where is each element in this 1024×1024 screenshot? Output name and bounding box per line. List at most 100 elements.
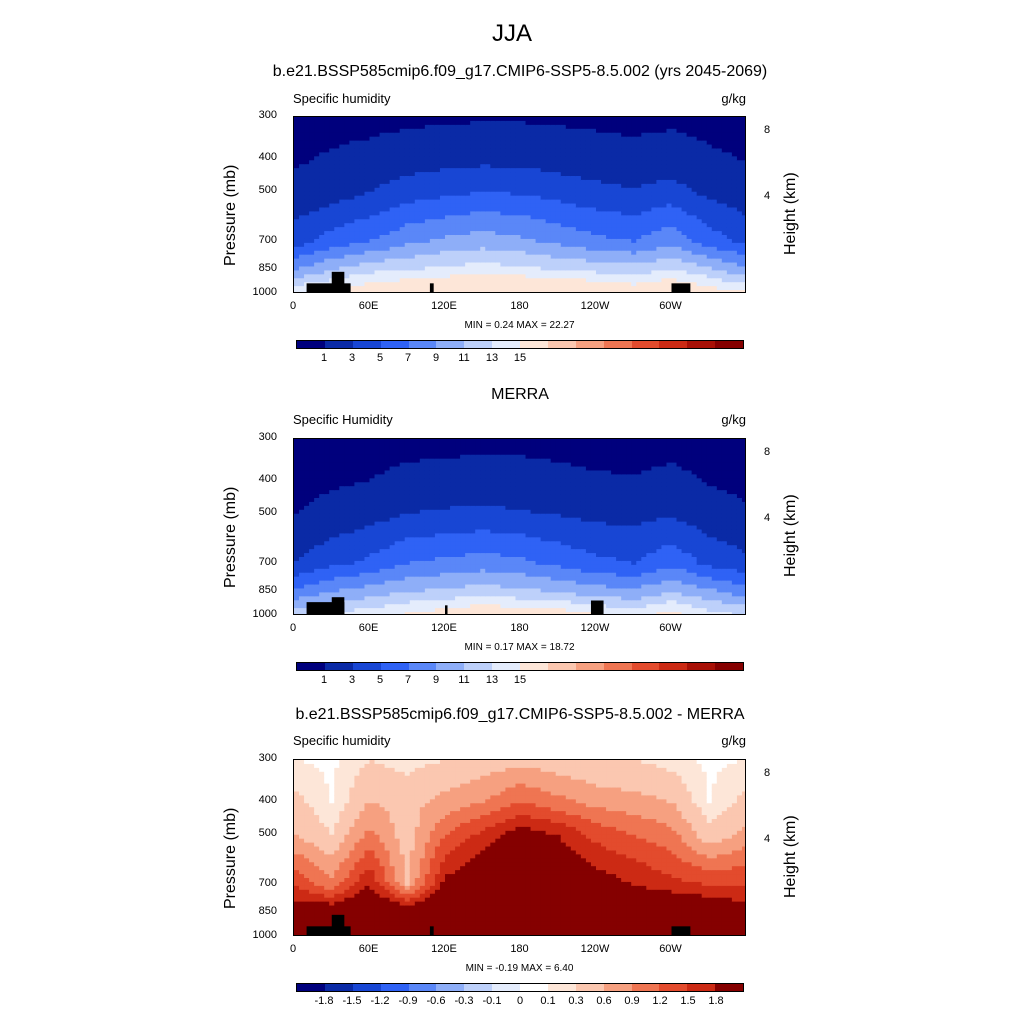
contour-cell — [309, 246, 315, 252]
contour-cell — [294, 124, 300, 130]
contour-cell — [691, 117, 698, 122]
contour-cell — [424, 136, 431, 142]
contour-cell — [434, 164, 441, 169]
contour-cell — [319, 442, 325, 448]
contour-cell — [404, 156, 411, 161]
contour-cell — [696, 242, 703, 248]
contour-cell — [495, 172, 501, 177]
contour-cell — [309, 576, 315, 582]
contour-cell — [424, 242, 431, 248]
contour-cell — [500, 282, 506, 287]
contour-cell — [661, 246, 668, 252]
contour-cell — [575, 117, 582, 122]
contour-cell — [319, 553, 325, 558]
contour-cell — [379, 541, 386, 546]
contour-cell — [299, 136, 305, 142]
contour-cell — [611, 227, 617, 232]
contour-cell — [475, 160, 481, 165]
contour-cell — [736, 187, 743, 193]
contour-cell — [399, 128, 406, 134]
contour-cell — [621, 286, 627, 291]
contour-cell — [439, 120, 446, 126]
contour-cell — [535, 254, 542, 260]
contour-cell — [364, 290, 371, 292]
contour-cell — [309, 470, 315, 475]
contour-cell — [626, 270, 632, 275]
contour-cell — [339, 242, 345, 248]
contour-cell — [575, 140, 582, 146]
contour-cell — [364, 537, 371, 542]
contour-cell — [701, 160, 708, 165]
contour-cell — [686, 187, 693, 193]
contour-cell — [465, 238, 471, 244]
contour-cell — [530, 274, 537, 279]
contour-cell — [404, 211, 411, 216]
contour-cell — [394, 529, 401, 534]
contour-cell — [525, 282, 532, 287]
contour-cell — [721, 242, 728, 248]
contour-cell — [616, 187, 622, 193]
contour-cell — [309, 219, 315, 224]
contour-cell — [676, 164, 683, 169]
contour-cell — [460, 120, 466, 126]
contour-cell — [299, 124, 305, 130]
contour-cell — [651, 195, 657, 201]
contour-cell — [344, 604, 350, 609]
contour-cell — [565, 282, 572, 287]
contour-cell — [329, 564, 335, 570]
contour-cell — [419, 203, 426, 209]
contour-cell — [631, 246, 637, 252]
contour-cell — [540, 258, 547, 264]
contour-cell — [354, 203, 361, 209]
contour-cell — [485, 195, 491, 201]
contour-cell — [460, 187, 466, 193]
contour-cell — [404, 152, 411, 157]
contour-cell — [329, 254, 335, 260]
contour-cell — [445, 156, 451, 161]
contour-cell — [339, 215, 345, 220]
contour-cell — [590, 242, 597, 248]
contour-cell — [590, 254, 597, 260]
contour-cell — [339, 490, 345, 495]
contour-cell — [570, 278, 577, 283]
contour-cell — [550, 207, 557, 212]
contour-cell — [641, 164, 647, 169]
contour-cell — [711, 144, 718, 150]
contour-cell — [324, 211, 330, 216]
contour-cell — [299, 164, 305, 169]
contour-cell — [450, 278, 456, 283]
contour-cell — [369, 254, 376, 260]
contour-cell — [429, 203, 436, 209]
contour-cell — [636, 144, 642, 150]
contour-cell — [666, 231, 673, 236]
contour-cell — [651, 128, 657, 134]
contour-cell — [384, 124, 391, 130]
contour-cell — [369, 199, 376, 205]
contour-cell — [384, 553, 391, 558]
contour-cell — [671, 140, 678, 146]
contour-cell — [671, 262, 678, 268]
contour-cell — [429, 262, 436, 268]
contour-cell — [299, 290, 305, 292]
contour-cell — [359, 203, 366, 209]
contour-cell — [575, 172, 582, 177]
contour-cell — [656, 290, 663, 292]
contour-cell — [339, 478, 345, 483]
contour-cell — [309, 501, 315, 507]
contour-cell — [374, 172, 381, 177]
contour-cell — [671, 128, 678, 134]
contour-cell — [631, 136, 637, 142]
contour-cell — [294, 195, 300, 201]
contour-cell — [299, 211, 305, 216]
contour-cell — [334, 494, 340, 499]
contour-cell — [455, 144, 461, 150]
contour-cell — [399, 231, 406, 236]
contour-cell — [404, 195, 411, 201]
contour-cell — [590, 176, 597, 181]
contour-cell — [651, 172, 657, 177]
contour-cell — [339, 152, 345, 157]
contour-cell — [470, 176, 476, 181]
contour-cell — [636, 168, 642, 173]
contour-cell — [565, 132, 572, 138]
contour-cell — [349, 454, 355, 460]
